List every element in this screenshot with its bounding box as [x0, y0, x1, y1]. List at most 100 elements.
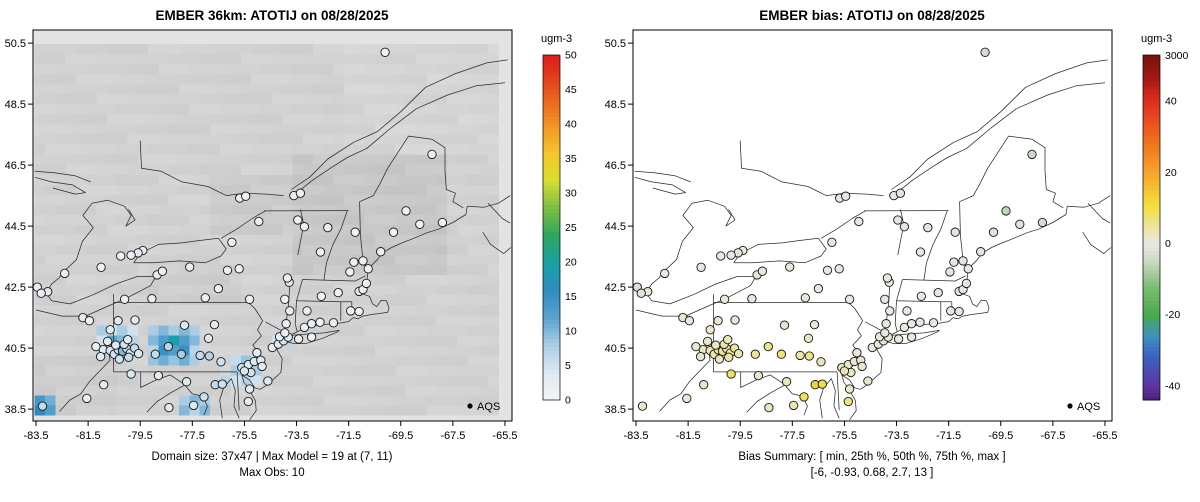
aqs-station-marker [857, 361, 867, 372]
aqs-station-marker [280, 328, 290, 338]
aqs-station-marker [91, 341, 101, 352]
aqs-station-marker [923, 222, 933, 233]
aqs-station-marker [682, 393, 692, 404]
x-axis-tick-label: -69.5 [988, 430, 1013, 442]
aqs-station-marker [764, 402, 774, 413]
colorbar-tick-label: 15 [565, 291, 577, 303]
y-axis-tick-label: 44.5 [605, 221, 626, 233]
aqs-station-marker [899, 322, 910, 333]
bias-caption-summary: Bias Summary: [ min, 25th %, 50th %, 75t… [738, 451, 1005, 463]
y-axis-tick-label: 48.5 [605, 99, 626, 111]
aqs-station-marker [750, 349, 760, 359]
aqs-station-marker [950, 227, 960, 237]
aqs-station-marker [176, 349, 187, 359]
aqs-station-marker [333, 287, 343, 298]
aqs-station-marker [295, 188, 306, 198]
aqs-station-marker [195, 350, 205, 361]
aqs-station-marker [105, 325, 115, 335]
aqs-station-marker [252, 348, 262, 358]
aqs-station-marker [705, 325, 715, 335]
aqs-station-marker [813, 283, 824, 294]
aqs-station-marker [102, 336, 113, 347]
x-axis-tick-label: -79.5 [128, 430, 153, 442]
aqs-station-marker [358, 256, 368, 266]
aqs-station-marker [199, 392, 209, 402]
aqs-legend-label: AQS [1077, 401, 1100, 413]
aqs-station-marker [747, 294, 757, 304]
aqs-station-marker [695, 351, 706, 362]
aqs-station-marker [376, 247, 386, 257]
aqs-station-marker [227, 237, 237, 247]
aqs-station-marker [188, 400, 199, 411]
aqs-station-marker [980, 47, 990, 57]
aqs-station-marker [854, 216, 864, 227]
aqs-station-marker [263, 376, 273, 386]
x-axis-tick-label: -67.5 [1040, 430, 1065, 442]
aqs-station-marker [799, 392, 809, 402]
aqs-station-marker [788, 400, 799, 411]
aqs-station-marker [781, 377, 792, 387]
aqs-station-marker [163, 341, 173, 352]
x-axis-tick-label: -81.5 [76, 430, 101, 442]
model-plot-layers: -83.5 -81.5 -79.5 -77.5 -75.5 -73.5 -71.5 -69.5… [5, 29, 577, 442]
aqs-station-marker [185, 262, 195, 272]
aqs-legend-dot [1067, 403, 1073, 409]
aqs-station-marker [946, 306, 956, 316]
aqs-station-marker [723, 334, 733, 345]
aqs-station-marker [733, 348, 744, 359]
aqs-station-marker [316, 291, 326, 301]
aqs-station-marker [795, 350, 805, 361]
model-caption-domain: Domain size: 37x47 | Max Model = 19 at (… [152, 451, 393, 463]
x-axis-tick-label: -77.5 [780, 430, 805, 442]
aqs-station-marker [315, 317, 325, 327]
bias-colorbar-units: ugm-3 [1141, 33, 1172, 45]
bias-station-markers [633, 47, 1048, 413]
model-colorbar: 0 5 10 15 20 25 30 35 40 45 50 [542, 50, 577, 407]
x-axis-tick-label: -73.5 [884, 430, 909, 442]
aqs-station-marker [306, 332, 317, 342]
aqs-station-marker [763, 341, 773, 352]
colorbar-tick-label: -20 [1165, 309, 1180, 321]
x-axis-tick-label: -65.5 [1092, 430, 1117, 442]
model-map-layer [33, 30, 512, 421]
x-axis-tick-label: -83.5 [623, 430, 648, 442]
aqs-station-marker [299, 322, 310, 333]
aqs-station-marker [809, 319, 820, 330]
aqs-station-marker [147, 294, 157, 304]
aqs-station-marker [684, 316, 695, 326]
aqs-station-marker [1015, 219, 1025, 229]
aqs-station-marker [209, 319, 220, 330]
aqs-station-marker [37, 401, 48, 411]
aqs-station-marker [354, 306, 364, 317]
x-axis-tick-label: -81.5 [676, 430, 701, 442]
aqs-station-marker [257, 361, 267, 372]
aqs-station-marker [164, 402, 174, 413]
bias-colorbar: 3000 40 20 0 -20 -40 [1142, 50, 1189, 401]
aqs-station-marker [779, 320, 790, 330]
x-axis-tick-label: -83.5 [23, 430, 48, 442]
axis-ticks: -83.5 -81.5 -79.5 -77.5 -75.5 -73.5 -71.5 -69.5… [605, 38, 1118, 442]
aqs-station-marker [315, 247, 326, 257]
aqs-station-marker [181, 377, 192, 387]
colorbar-tick-label: 3000 [1165, 50, 1189, 62]
aqs-station-marker [882, 273, 893, 283]
aqs-station-marker [114, 354, 125, 364]
aqs-station-marker [254, 216, 264, 227]
aqs-station-marker [99, 380, 109, 390]
panel-model-title: EMBER 36km: ATOTIJ on 08/28/2025 [155, 8, 389, 23]
aqs-station-marker [222, 265, 233, 275]
colorbar-tick-label: 45 [565, 84, 577, 96]
aqs-station-marker [902, 306, 912, 316]
aqs-station-marker [716, 251, 726, 261]
aqs-station-marker [84, 316, 95, 326]
aqs-station-marker [280, 294, 290, 304]
aqs-station-marker [124, 352, 134, 362]
aqs-station-marker [945, 267, 955, 277]
aqs-station-marker [803, 333, 814, 343]
aqs-station-marker [699, 380, 709, 390]
aqs-station-marker [111, 340, 121, 350]
y-axis-tick-label: 42.5 [605, 282, 626, 294]
aqs-station-marker [817, 379, 827, 389]
panel-bias: -83.5 -81.5 -79.5 -77.5 -75.5 -73.5 -71.5 -69.5… [605, 8, 1189, 479]
aqs-station-marker [844, 294, 855, 304]
